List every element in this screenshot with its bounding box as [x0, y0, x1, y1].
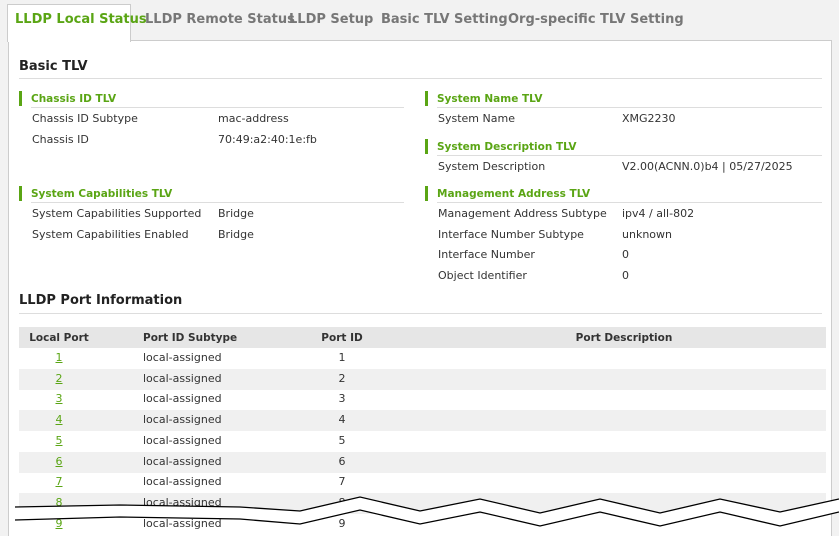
tab[interactable]: LLDP Remote Status: [145, 12, 295, 27]
field-label: Chassis ID: [32, 132, 89, 146]
section-title: LLDP Port Information: [19, 293, 183, 308]
port-id: 3: [338, 392, 346, 406]
table-header: [19, 327, 826, 348]
port-link[interactable]: 9: [55, 516, 63, 530]
row-stripe: [19, 410, 826, 432]
field-label: System Description: [438, 160, 546, 173]
port-link[interactable]: 5: [55, 433, 63, 447]
field-label: Chassis ID Subtype: [32, 112, 138, 125]
group-divider: [31, 202, 404, 203]
tear-line: [14, 496, 839, 514]
field-value: Bridge: [218, 207, 254, 220]
group-marker: [425, 186, 428, 201]
field-label: Object Identifier: [438, 269, 527, 283]
port-id: 1: [338, 351, 346, 364]
group-divider: [437, 155, 822, 156]
port-link[interactable]: 4: [55, 413, 63, 427]
group-title: System Capabilities TLV: [31, 188, 173, 200]
tear-fill: [15, 497, 839, 526]
port-id-subtype: local-assigned: [143, 371, 222, 385]
group-divider: [437, 202, 822, 203]
field-label: System Capabilities Supported: [32, 207, 202, 220]
group-marker: [19, 186, 22, 201]
group-title: System Name TLV: [437, 93, 543, 105]
port-link[interactable]: 6: [55, 454, 63, 468]
group-divider: [437, 107, 822, 108]
field-value: 0: [622, 269, 629, 283]
port-id-subtype: local-assigned: [143, 433, 222, 447]
field-value: 70:49:a2:40:1e:fb: [218, 132, 317, 146]
column-header: Port ID: [321, 332, 363, 344]
port-id: 2: [338, 371, 346, 385]
group-marker: [425, 91, 428, 106]
tab[interactable]: LLDP Local Status: [15, 12, 147, 27]
port-id: 6: [338, 454, 346, 468]
port-link[interactable]: 3: [55, 392, 63, 406]
port-id: 7: [338, 475, 346, 489]
port-link[interactable]: 7: [55, 475, 63, 489]
port-id-subtype: local-assigned: [143, 475, 222, 489]
port-id: 5: [338, 433, 346, 447]
group-divider: [31, 107, 404, 108]
divider: [19, 78, 822, 79]
field-label: Management Address Subtype: [438, 207, 607, 220]
field-value: XMG2230: [622, 112, 676, 125]
field-value: mac-address: [218, 112, 289, 125]
field-value: ipv4 / all-802: [622, 207, 695, 220]
tear-line: [14, 509, 839, 527]
row-stripe: [19, 368, 826, 390]
port-link[interactable]: 2: [55, 371, 63, 385]
field-value: V2.00(ACNN.0)b4 | 05/27/2025: [622, 160, 793, 173]
tab[interactable]: Org-specific TLV Setting: [508, 12, 684, 27]
field-label: Interface Number: [438, 248, 535, 262]
column-header: Local Port: [29, 332, 89, 344]
field-label: System Name: [438, 112, 515, 125]
port-id-subtype: local-assigned: [143, 454, 222, 468]
port-id-subtype: local-assigned: [143, 351, 222, 364]
row-stripe: [19, 451, 826, 473]
column-header: Port ID Subtype: [143, 332, 238, 344]
tab[interactable]: LLDP Setup: [289, 12, 374, 27]
port-id: 4: [338, 413, 346, 427]
group-marker: [19, 91, 22, 106]
field-label: System Capabilities Enabled: [32, 227, 189, 241]
port-id-subtype: local-assigned: [143, 516, 222, 530]
port-id-subtype: local-assigned: [143, 392, 222, 406]
group-marker: [425, 139, 428, 154]
field-value: 0: [622, 248, 629, 262]
active-tab-bg: [7, 4, 131, 42]
field-value: unknown: [622, 227, 672, 241]
port-id: 9: [338, 516, 346, 530]
group-title: System Description TLV: [437, 141, 577, 153]
section-title: Basic TLV: [19, 59, 88, 74]
tab[interactable]: Basic TLV Setting: [381, 12, 508, 27]
group-title: Management Address TLV: [437, 188, 591, 200]
divider: [19, 313, 822, 314]
field-value: Bridge: [218, 227, 254, 241]
group-title: Chassis ID TLV: [31, 93, 117, 105]
port-id-subtype: local-assigned: [143, 413, 222, 427]
field-label: Interface Number Subtype: [438, 227, 584, 241]
column-header: Port Description: [575, 332, 673, 344]
port-link[interactable]: 1: [55, 351, 63, 364]
port-link[interactable]: 8: [55, 495, 63, 509]
